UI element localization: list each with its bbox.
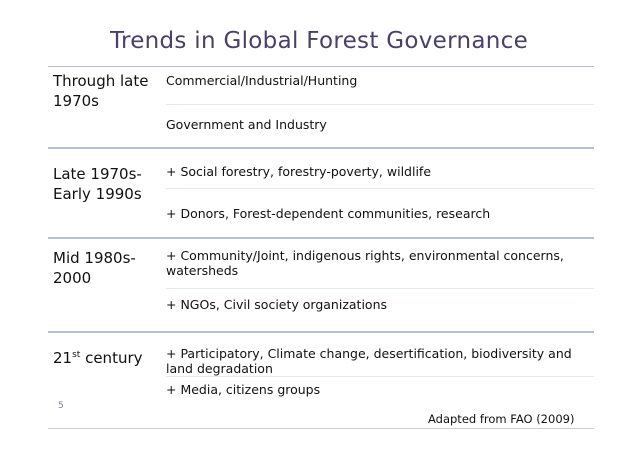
source-citation: Adapted from FAO (2009) [428, 412, 575, 426]
page-number: 5 [58, 401, 64, 411]
row-item: + Community/Joint, indigenous rights, en… [166, 239, 594, 289]
period-rest: century [80, 349, 143, 367]
row-item: + Social forestry, forestry-poverty, wil… [166, 149, 594, 189]
table-row: 21st century + Participatory, Climate ch… [48, 333, 594, 401]
period-label: 21st century [53, 345, 167, 368]
row-item: + NGOs, Civil society organizations [166, 297, 388, 312]
row-item: Commercial/Industrial/Hunting [166, 67, 594, 105]
row-item: + Participatory, Climate change, deserti… [166, 333, 594, 377]
table-row: Late 1970s-Early 1990s + Social forestry… [48, 149, 594, 239]
period-label: Mid 1980s-2000 [53, 249, 136, 287]
period-label: Through late 1970s [53, 72, 149, 110]
slide-title: Trends in Global Forest Governance [109, 28, 529, 54]
row-item: Government and Industry [166, 117, 327, 132]
period-main: 21 [53, 349, 73, 367]
divider [48, 428, 594, 429]
period-label: Late 1970s-Early 1990s [53, 165, 142, 203]
row-item: + Donors, Forest-dependent communities, … [166, 206, 491, 221]
period-sup: st [72, 350, 81, 360]
row-item: + Media, citizens groups [166, 382, 321, 397]
governance-table: Through late 1970s Commercial/Industrial… [48, 66, 594, 401]
table-row: Mid 1980s-2000 + Community/Joint, indige… [48, 239, 594, 333]
table-row: Through late 1970s Commercial/Industrial… [48, 66, 594, 149]
